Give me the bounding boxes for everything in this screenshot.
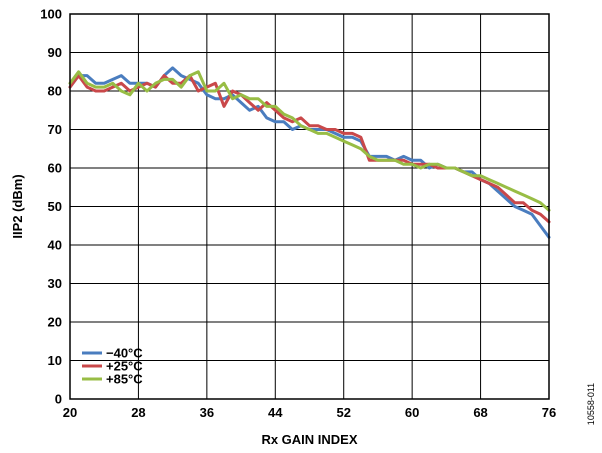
y-tick-label: 90 [48, 45, 62, 60]
legend-item: −40°C [82, 346, 143, 361]
legend-item: +25°C [82, 359, 143, 374]
y-tick-label: 50 [48, 199, 62, 214]
x-axis-ticks: 20 28 36 44 52 60 68 76 [63, 405, 556, 420]
x-tick-label: 28 [131, 405, 145, 420]
y-tick-label: 30 [48, 276, 62, 291]
y-tick-label: 20 [48, 315, 62, 330]
x-tick-label: 44 [268, 405, 283, 420]
legend-label: −40°C [106, 346, 143, 361]
y-tick-label: 60 [48, 161, 62, 176]
x-tick-label: 52 [336, 405, 350, 420]
x-tick-label: 20 [63, 405, 77, 420]
legend-item: +85°C [82, 372, 143, 387]
y-axis-label: IIP2 (dBm) [10, 174, 25, 238]
series-line [68, 66, 551, 239]
x-tick-label: 36 [200, 405, 214, 420]
x-tick-label: 68 [473, 405, 487, 420]
series-line [68, 70, 551, 212]
x-tick-label: 60 [405, 405, 419, 420]
x-tick-label: 76 [542, 405, 556, 420]
legend: −40°C+25°C+85°C [82, 346, 143, 387]
plot-frame [69, 13, 550, 400]
gridlines [70, 14, 549, 399]
legend-label: +85°C [106, 372, 143, 387]
y-tick-label: 100 [40, 7, 62, 22]
figure-id: 10558-011 [586, 383, 596, 425]
y-tick-label: 40 [48, 238, 62, 253]
x-axis-label: Rx GAIN INDEX [261, 432, 357, 447]
y-axis-ticks: 0 10 20 30 40 50 60 70 80 90 100 [40, 7, 62, 407]
series-line [68, 74, 551, 224]
y-tick-label: 10 [48, 353, 62, 368]
series-lines [68, 66, 551, 239]
y-tick-label: 70 [48, 122, 62, 137]
y-tick-label: 0 [55, 392, 62, 407]
legend-label: +25°C [106, 359, 143, 374]
y-tick-label: 80 [48, 84, 62, 99]
